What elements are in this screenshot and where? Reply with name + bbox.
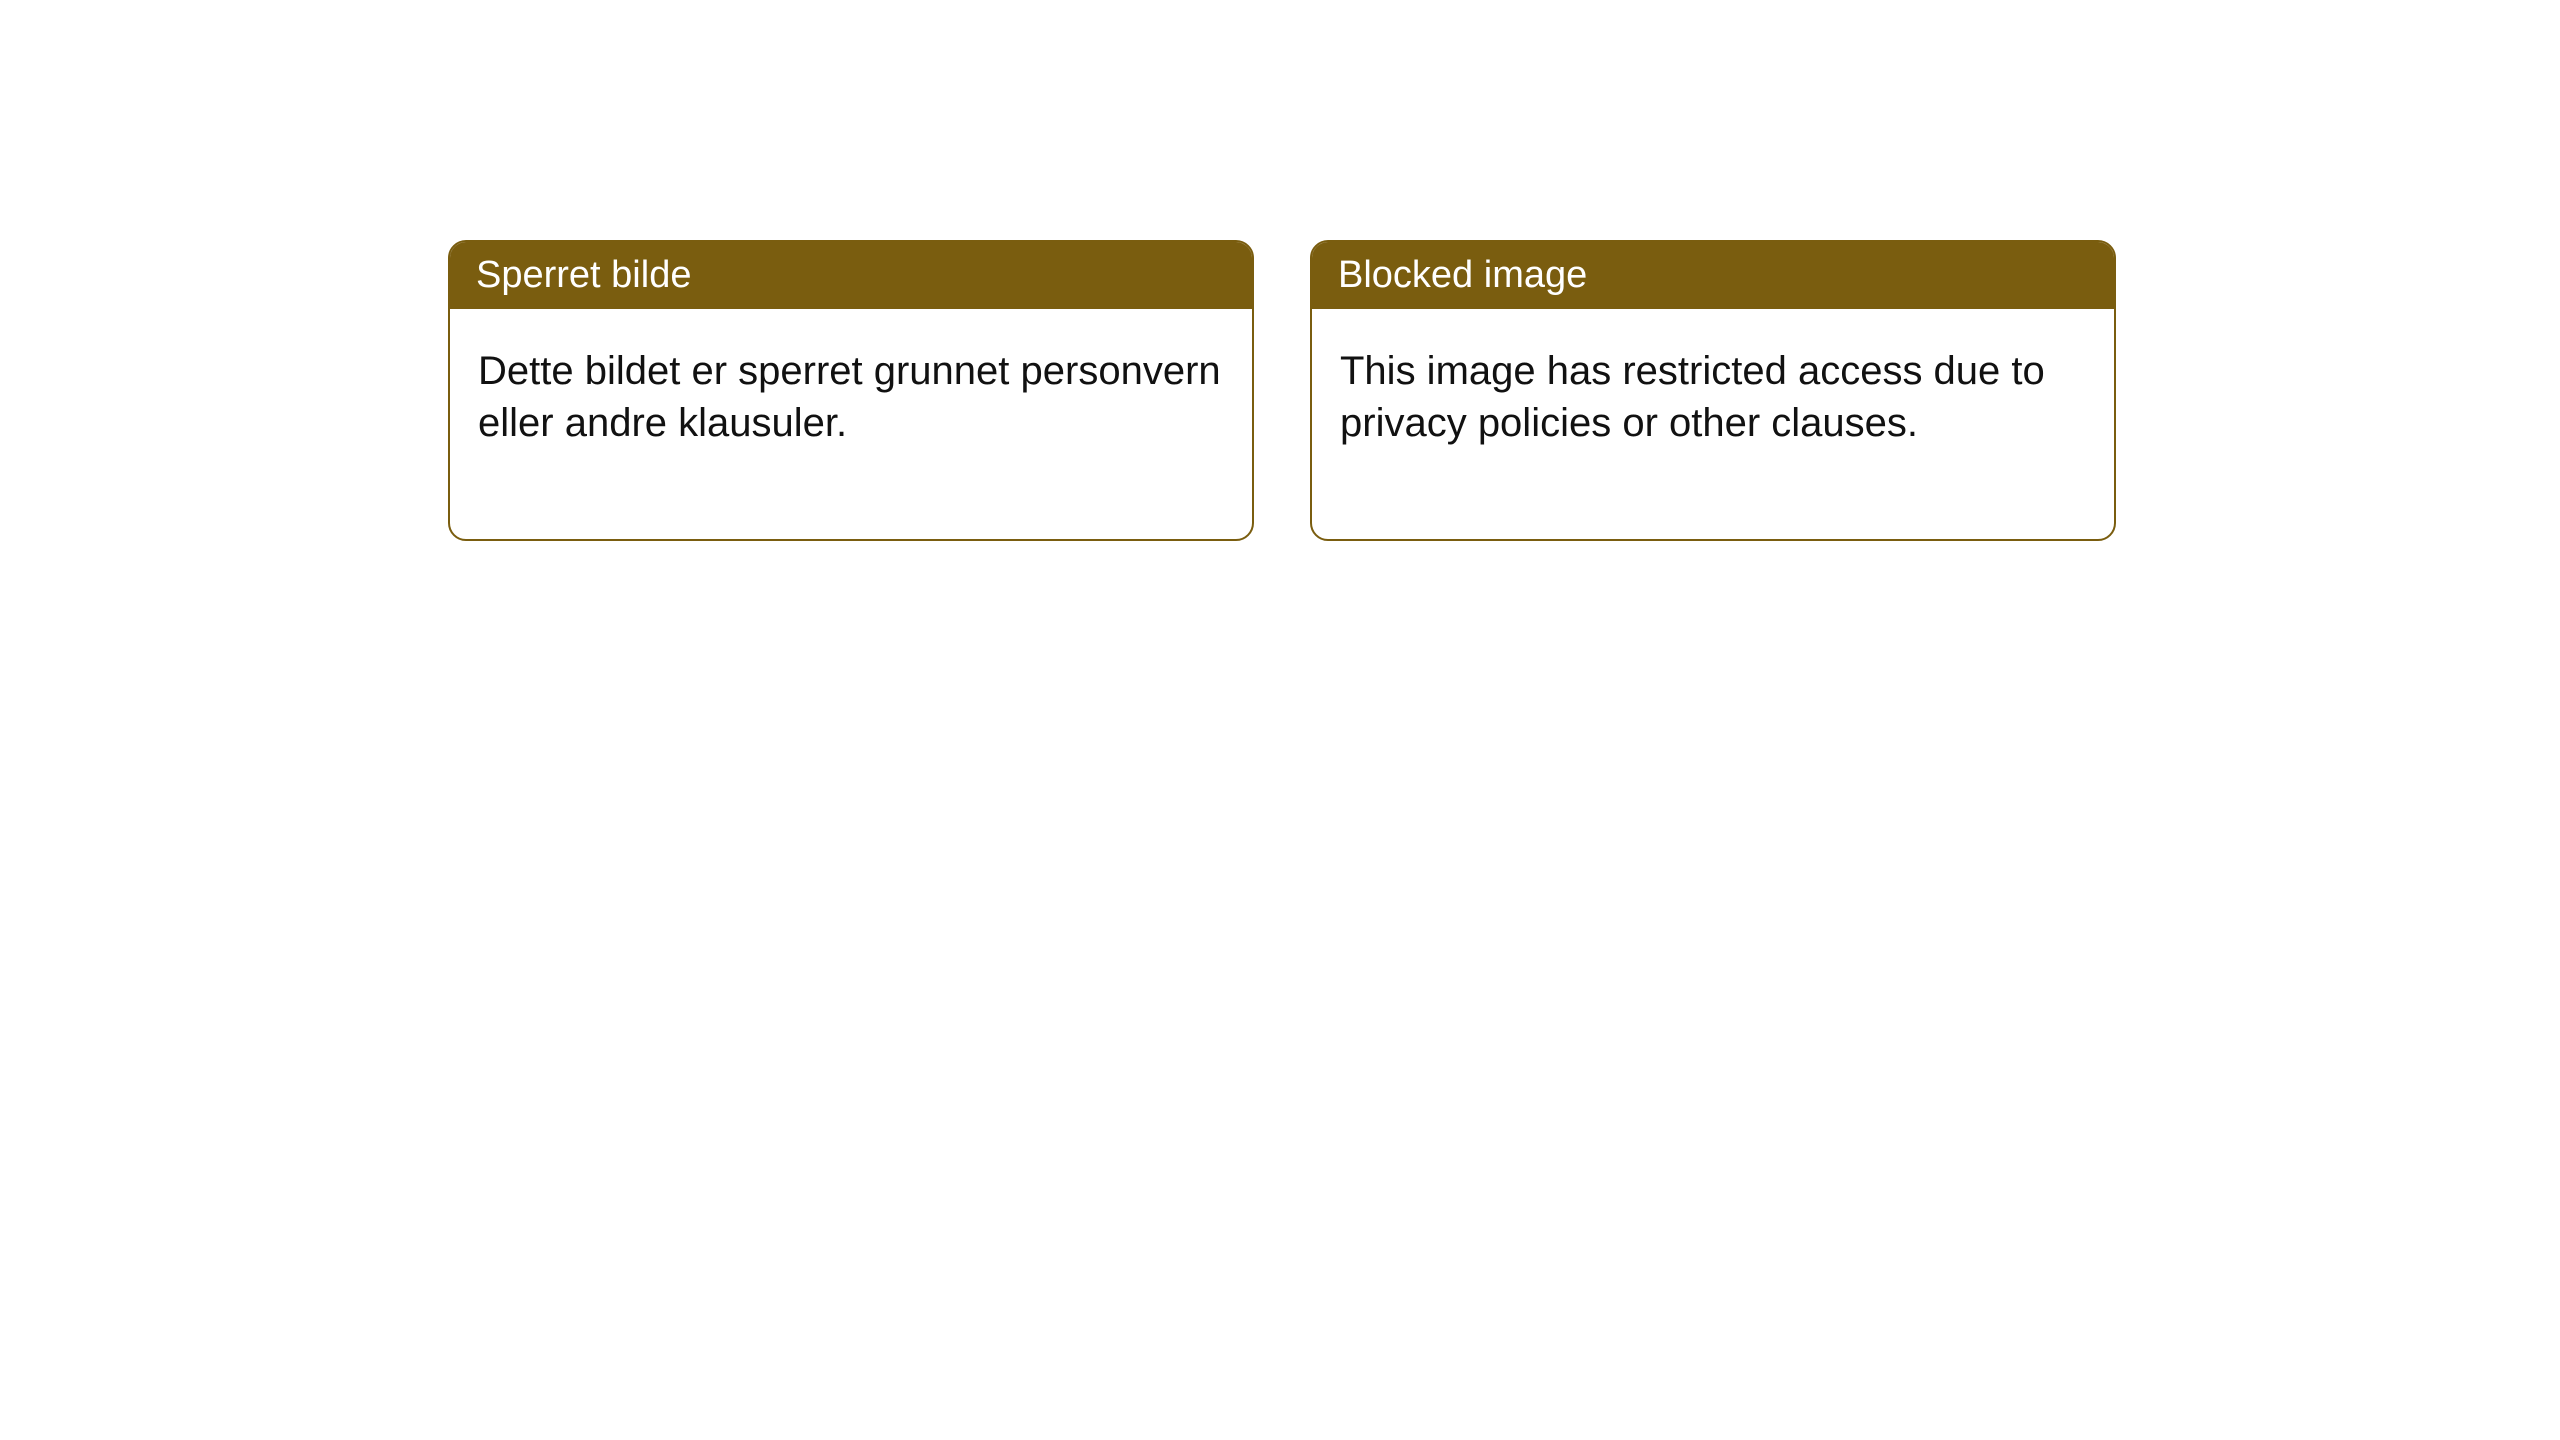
notice-card-english: Blocked image This image has restricted … <box>1310 240 2116 541</box>
card-body-text: This image has restricted access due to … <box>1340 349 2045 445</box>
card-body: This image has restricted access due to … <box>1312 309 2114 539</box>
card-header: Blocked image <box>1312 242 2114 309</box>
card-title: Sperret bilde <box>476 254 691 296</box>
card-body-text: Dette bildet er sperret grunnet personve… <box>478 349 1221 445</box>
notice-card-norwegian: Sperret bilde Dette bildet er sperret gr… <box>448 240 1254 541</box>
notice-container: Sperret bilde Dette bildet er sperret gr… <box>0 0 2560 541</box>
card-header: Sperret bilde <box>450 242 1252 309</box>
card-title: Blocked image <box>1338 254 1587 296</box>
card-body: Dette bildet er sperret grunnet personve… <box>450 309 1252 539</box>
